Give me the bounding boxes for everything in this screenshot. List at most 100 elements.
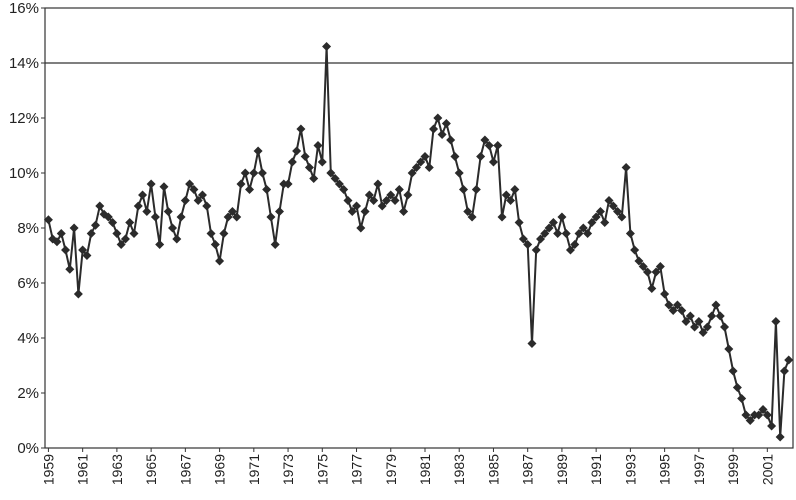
marker (587, 218, 597, 227)
marker (501, 190, 511, 200)
marker (159, 182, 169, 192)
marker (732, 383, 742, 392)
marker (326, 168, 336, 178)
marker (510, 185, 520, 194)
marker (390, 196, 400, 205)
marker (668, 306, 678, 315)
marker (433, 113, 443, 123)
x-tick-label: 1963 (109, 454, 125, 485)
y-tick-label: 6% (17, 275, 39, 292)
marker (317, 157, 327, 167)
x-tick-label: 1959 (40, 454, 56, 485)
x-tick-label: 1983 (451, 454, 467, 485)
x-tick-label: 1979 (383, 454, 399, 485)
x-tick-label: 1981 (417, 454, 433, 485)
marker (142, 207, 152, 216)
marker (690, 322, 700, 332)
marker (698, 328, 708, 337)
marker (595, 207, 605, 216)
marker (767, 421, 777, 431)
marker (103, 212, 113, 222)
marker (193, 196, 203, 205)
marker (523, 240, 533, 249)
marker (296, 124, 306, 134)
marker (197, 190, 207, 200)
marker (480, 135, 490, 145)
marker (775, 432, 785, 442)
marker (133, 201, 143, 211)
marker (253, 146, 263, 156)
x-tick-label: 1961 (75, 454, 91, 485)
marker (617, 212, 627, 222)
marker (694, 317, 704, 326)
marker (394, 185, 404, 194)
marker (185, 179, 195, 189)
marker (347, 207, 357, 216)
marker (677, 306, 687, 315)
marker (245, 185, 255, 194)
marker (274, 207, 284, 216)
marker (467, 212, 477, 222)
marker (399, 207, 409, 216)
marker (531, 245, 541, 255)
x-tick-label: 1987 (520, 454, 536, 485)
marker (334, 179, 344, 189)
marker (685, 311, 695, 321)
y-tick-label: 14% (9, 55, 39, 72)
marker (262, 185, 272, 194)
marker (257, 168, 267, 178)
marker (497, 212, 507, 222)
y-tick-label: 2% (17, 385, 39, 402)
marker (600, 218, 610, 227)
marker (172, 234, 182, 244)
marker (116, 240, 126, 249)
marker (73, 289, 83, 299)
marker (784, 355, 794, 365)
x-tick-label: 2001 (759, 454, 775, 485)
marker (339, 185, 349, 194)
y-tick-label: 0% (17, 440, 39, 457)
marker (416, 157, 426, 167)
marker (313, 141, 323, 150)
marker (446, 135, 456, 145)
marker (56, 229, 66, 238)
x-tick-label: 1967 (177, 454, 193, 485)
marker (180, 196, 190, 205)
marker (189, 185, 199, 194)
x-tick-label: 1971 (246, 454, 262, 485)
marker (360, 207, 370, 216)
marker (304, 163, 314, 172)
marker (459, 185, 469, 194)
marker (86, 229, 96, 238)
marker (647, 284, 657, 293)
marker (484, 141, 494, 150)
marker (403, 190, 413, 200)
marker (514, 218, 524, 227)
marker (711, 300, 721, 310)
marker (249, 168, 259, 178)
marker (488, 157, 498, 167)
marker (420, 152, 430, 161)
marker (227, 207, 237, 216)
marker (411, 163, 421, 172)
marker (343, 196, 353, 205)
marker (61, 245, 71, 255)
marker (266, 212, 276, 222)
marker (702, 322, 712, 332)
marker (672, 300, 682, 310)
marker (745, 416, 755, 425)
marker (202, 201, 212, 211)
marker (236, 179, 246, 189)
y-tick-label: 16% (9, 0, 39, 17)
marker (287, 157, 297, 167)
marker (283, 179, 293, 189)
marker (377, 201, 387, 211)
marker (215, 256, 225, 266)
marker (120, 234, 130, 244)
marker (240, 168, 250, 178)
marker (715, 311, 725, 321)
marker (373, 179, 383, 189)
marker (762, 410, 772, 420)
marker (210, 240, 220, 249)
marker (583, 229, 593, 238)
